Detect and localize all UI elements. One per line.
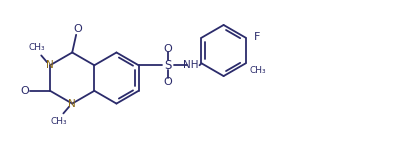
Text: F: F — [254, 32, 260, 42]
Text: NH: NH — [183, 60, 198, 70]
Text: CH₃: CH₃ — [28, 43, 45, 52]
Text: O: O — [164, 77, 173, 87]
Text: S: S — [164, 59, 172, 72]
Text: O: O — [20, 86, 29, 96]
Text: CH₃: CH₃ — [50, 117, 67, 126]
Text: N: N — [46, 60, 54, 70]
Text: N: N — [68, 99, 76, 109]
Text: O: O — [164, 44, 173, 54]
Text: O: O — [74, 24, 83, 34]
Text: CH₃: CH₃ — [250, 66, 266, 75]
